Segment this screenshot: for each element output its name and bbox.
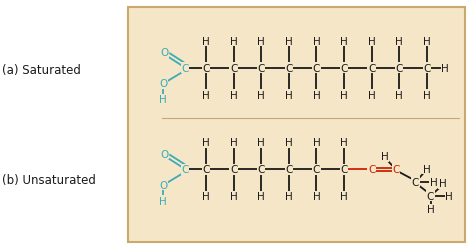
Text: H: H <box>202 91 210 101</box>
Text: H: H <box>368 36 375 46</box>
Text: (a) Saturated: (a) Saturated <box>2 64 81 76</box>
Text: H: H <box>257 192 265 202</box>
Text: H: H <box>202 36 210 46</box>
Text: C: C <box>257 64 265 74</box>
Text: H: H <box>285 192 293 202</box>
Text: H: H <box>202 138 210 147</box>
Text: H: H <box>257 91 265 101</box>
Text: C: C <box>340 165 348 175</box>
Text: H: H <box>159 196 167 206</box>
Text: H: H <box>430 177 438 187</box>
Text: O: O <box>160 149 168 159</box>
Text: H: H <box>257 36 265 46</box>
Text: C: C <box>427 191 434 201</box>
Text: H: H <box>368 91 375 101</box>
Text: H: H <box>427 204 434 214</box>
Text: C: C <box>257 165 265 175</box>
Text: H: H <box>312 91 320 101</box>
Text: O: O <box>159 79 167 89</box>
Text: H: H <box>340 192 348 202</box>
Text: C: C <box>368 64 375 74</box>
Text: H: H <box>257 138 265 147</box>
Text: C: C <box>182 165 189 175</box>
Text: H: H <box>340 138 348 147</box>
Text: H: H <box>441 64 449 74</box>
Text: H: H <box>285 138 293 147</box>
Text: H: H <box>312 36 320 46</box>
Text: C: C <box>313 165 320 175</box>
Text: H: H <box>312 192 320 202</box>
Text: H: H <box>285 36 293 46</box>
Text: H: H <box>230 36 237 46</box>
Text: H: H <box>423 36 431 46</box>
Text: C: C <box>423 64 430 74</box>
Text: H: H <box>340 36 348 46</box>
Text: C: C <box>412 177 419 187</box>
Text: H: H <box>230 192 237 202</box>
Text: C: C <box>202 165 210 175</box>
Text: H: H <box>285 91 293 101</box>
Text: O: O <box>159 180 167 190</box>
Text: C: C <box>230 165 237 175</box>
Text: C: C <box>182 64 189 74</box>
Text: (b) Unsaturated: (b) Unsaturated <box>2 174 96 186</box>
Text: H: H <box>395 91 403 101</box>
Text: C: C <box>395 64 403 74</box>
Text: C: C <box>368 165 375 175</box>
Text: H: H <box>312 138 320 147</box>
Text: H: H <box>340 91 348 101</box>
Text: C: C <box>392 165 400 175</box>
Text: H: H <box>230 91 237 101</box>
Text: C: C <box>285 165 292 175</box>
Text: H: H <box>423 164 430 174</box>
Text: H: H <box>202 192 210 202</box>
Text: H: H <box>159 95 167 105</box>
Text: H: H <box>423 91 431 101</box>
Text: C: C <box>230 64 237 74</box>
Text: C: C <box>313 64 320 74</box>
Text: H: H <box>445 191 453 201</box>
Text: H: H <box>395 36 403 46</box>
Text: H: H <box>439 179 447 189</box>
Text: H: H <box>381 152 389 162</box>
Text: C: C <box>202 64 210 74</box>
Text: C: C <box>285 64 292 74</box>
Text: H: H <box>230 138 237 147</box>
Text: C: C <box>340 64 348 74</box>
Text: O: O <box>160 48 168 58</box>
